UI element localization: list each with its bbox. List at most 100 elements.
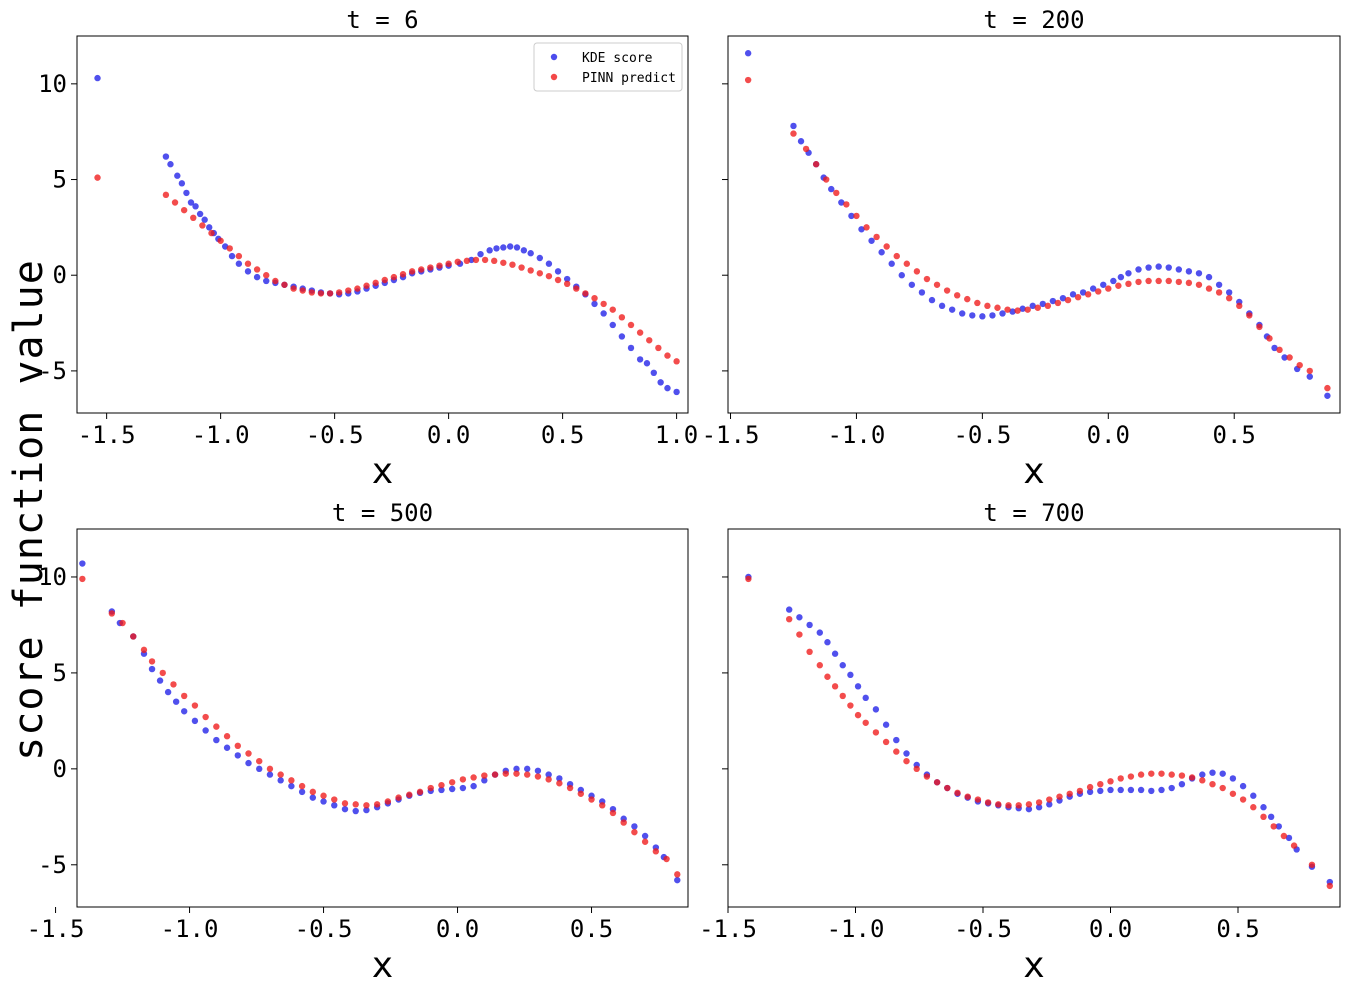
data-point xyxy=(831,650,839,657)
data-point xyxy=(513,244,521,251)
data-point xyxy=(518,264,525,271)
data-point xyxy=(663,855,670,863)
data-point xyxy=(1205,285,1213,292)
data-point xyxy=(524,765,531,773)
data-point xyxy=(878,249,885,256)
data-point xyxy=(893,736,900,744)
data-point xyxy=(309,788,317,796)
data-point xyxy=(994,304,1001,311)
data-point xyxy=(893,748,900,755)
subplot-title: t = 500 xyxy=(332,499,433,527)
data-point xyxy=(94,174,101,181)
data-point xyxy=(863,224,870,231)
data-point xyxy=(1155,263,1162,270)
data-point xyxy=(1225,289,1233,296)
data-point xyxy=(199,222,206,229)
data-point xyxy=(1215,289,1223,296)
data-point xyxy=(170,681,177,688)
data-point xyxy=(609,321,616,329)
data-point xyxy=(288,782,295,790)
data-point xyxy=(1049,297,1057,305)
data-point xyxy=(545,272,553,280)
data-point xyxy=(213,723,220,730)
data-point xyxy=(882,738,890,746)
data-point xyxy=(187,199,195,206)
data-point xyxy=(1209,769,1216,776)
data-point xyxy=(140,646,148,654)
data-point xyxy=(288,777,295,784)
data-point xyxy=(1285,834,1293,842)
data-point xyxy=(1084,291,1092,298)
data-point xyxy=(650,369,658,377)
data-point xyxy=(1209,780,1216,788)
data-point xyxy=(266,771,274,778)
data-point xyxy=(345,287,352,294)
data-point xyxy=(178,180,186,187)
data-point xyxy=(1117,273,1125,281)
data-point xyxy=(223,744,231,751)
data-point xyxy=(463,257,471,265)
data-point xyxy=(631,828,638,836)
x-tick-label: 0.5 xyxy=(1216,915,1259,943)
data-point xyxy=(1079,289,1087,296)
data-point xyxy=(1015,802,1022,809)
data-point xyxy=(206,224,213,231)
data-point xyxy=(1029,302,1036,310)
data-point xyxy=(1076,787,1084,795)
data-point xyxy=(235,260,243,267)
data-point xyxy=(79,560,86,567)
data-point xyxy=(872,729,880,736)
y-tick-label: 0 xyxy=(53,261,67,289)
subplot-3: -1.5 -1.0 -0.5 0.0 0.5 -5 0 5 10 t = 500 x xyxy=(27,499,689,986)
data-point xyxy=(1256,323,1263,331)
data-point xyxy=(1270,823,1277,830)
data-point xyxy=(566,784,574,792)
data-point xyxy=(217,237,224,244)
data-point xyxy=(1324,384,1331,392)
data-point xyxy=(320,798,327,805)
data-point xyxy=(1035,799,1043,806)
data-point xyxy=(164,688,172,696)
series-pinn-predict xyxy=(79,575,681,878)
data-point xyxy=(234,752,241,759)
data-point xyxy=(1175,278,1183,286)
x-tick-label: -1.0 xyxy=(828,421,886,449)
legend-label: KDE score xyxy=(582,51,653,66)
data-point xyxy=(609,306,616,313)
data-point xyxy=(1306,367,1313,375)
data-point xyxy=(1039,300,1047,308)
data-point xyxy=(786,615,793,623)
x-tick-label: -0.5 xyxy=(295,915,353,943)
data-point xyxy=(481,777,488,784)
data-point xyxy=(786,606,793,613)
data-point xyxy=(202,713,209,721)
data-point xyxy=(1137,771,1145,778)
data-point xyxy=(223,733,231,740)
data-point xyxy=(244,260,252,267)
data-point xyxy=(79,575,86,583)
data-point xyxy=(513,770,520,777)
data-point xyxy=(1097,780,1104,788)
subplot-title: t = 6 xyxy=(346,6,418,34)
data-point xyxy=(969,312,976,319)
data-point xyxy=(554,276,562,284)
data-point xyxy=(1095,288,1102,295)
series-kde-score xyxy=(94,74,680,396)
data-point xyxy=(472,256,480,264)
data-point xyxy=(1014,307,1021,314)
data-point xyxy=(486,247,493,254)
data-point xyxy=(806,621,813,629)
data-point xyxy=(245,759,252,767)
data-point xyxy=(1275,823,1283,830)
data-point xyxy=(868,237,875,244)
data-point xyxy=(1135,278,1142,286)
data-point xyxy=(1009,308,1016,315)
data-point xyxy=(520,247,528,254)
data-point xyxy=(1205,273,1213,281)
data-point xyxy=(673,388,680,396)
data-point xyxy=(245,750,252,757)
data-point xyxy=(796,614,803,621)
legend-marker xyxy=(550,53,558,61)
data-point xyxy=(390,273,398,281)
